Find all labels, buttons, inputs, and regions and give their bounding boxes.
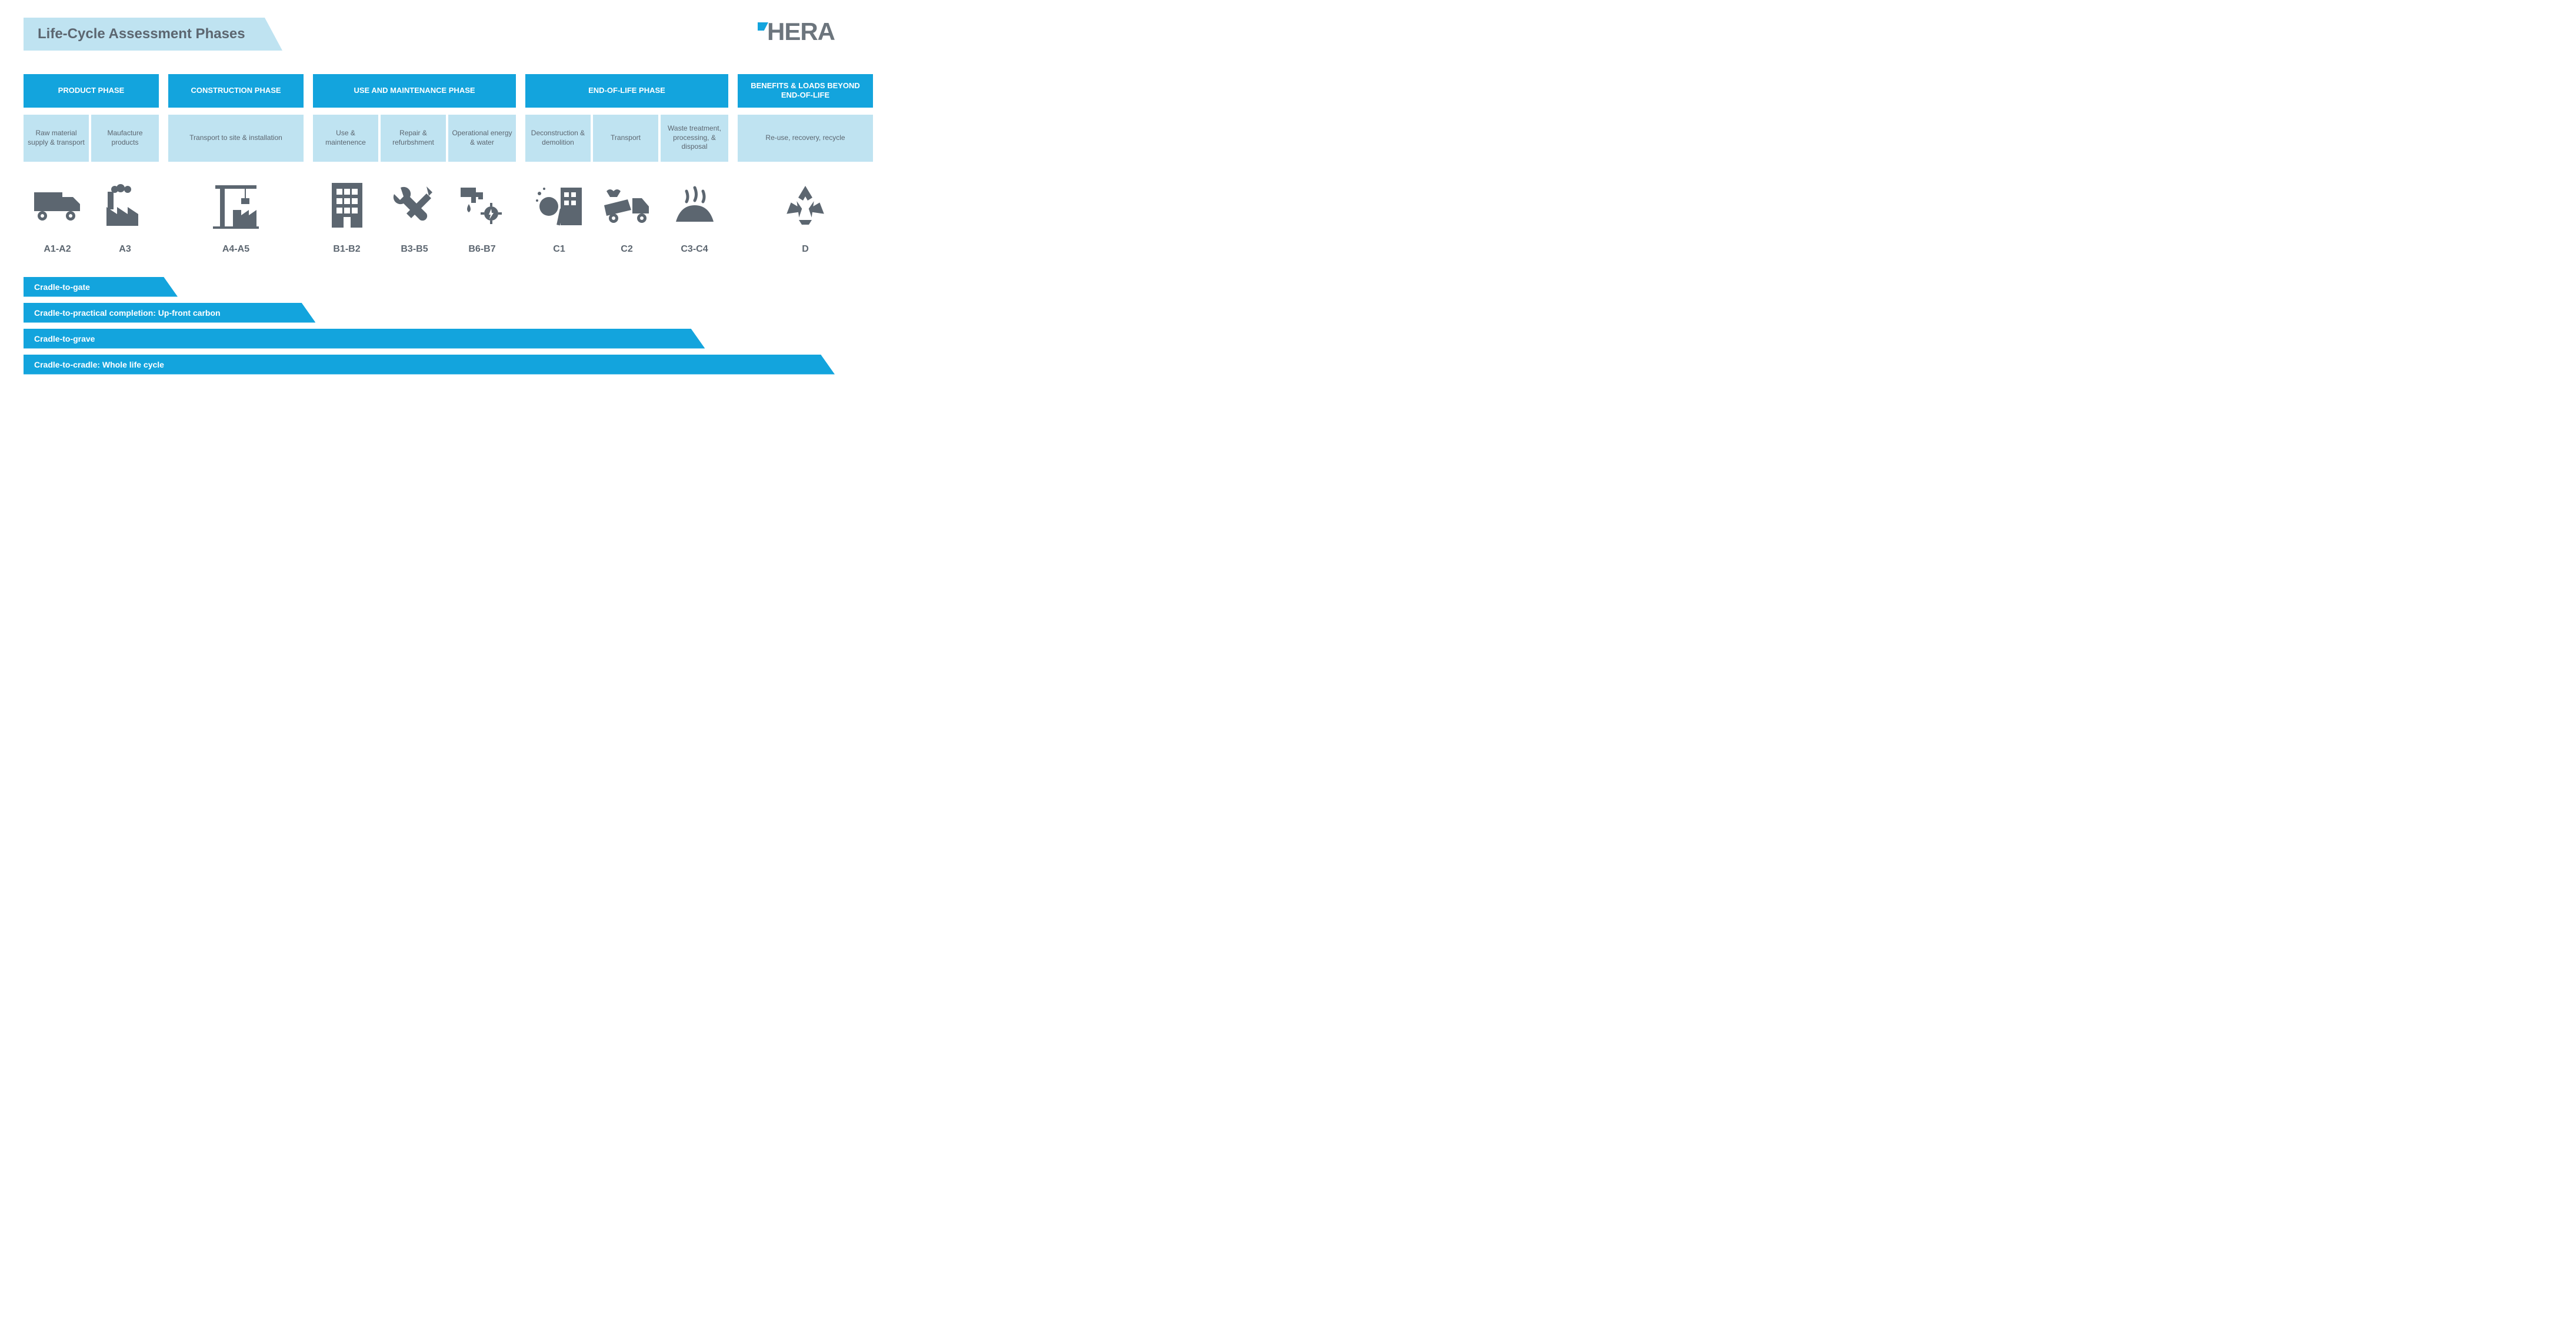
stage-code: C1: [525, 241, 593, 255]
phases-grid: PRODUCT PHASE CONSTRUCTION PHASE USE AND…: [24, 74, 835, 255]
phase-header: BENEFITS & LOADS BEYOND END-OF-LIFE: [738, 74, 873, 108]
stage-desc: Waste treatment, processing, & disposal: [661, 115, 728, 162]
stage-desc: Re-use, recovery, recycle: [738, 115, 873, 162]
stage-desc: Deconstruction & demolition: [525, 115, 591, 162]
stage-desc: Repair & refurbshment: [381, 115, 446, 162]
scope-bar: Cradle-to-gate: [24, 277, 178, 297]
stage-desc: Raw material supply & transport: [24, 115, 89, 162]
stage-code: D: [738, 241, 873, 255]
tools-icon: [381, 170, 448, 241]
logo-text: HERA: [767, 18, 835, 46]
phase-header: CONSTRUCTION PHASE: [168, 74, 304, 108]
demolish-icon: [525, 170, 593, 241]
stage-code: C3-C4: [661, 241, 728, 255]
crane-icon: [168, 170, 304, 241]
dumptruck-icon: [593, 170, 661, 241]
header-row: Life-Cycle Assessment Phases HERA: [24, 18, 835, 51]
scope-bar: Cradle-to-cradle: Whole life cycle: [24, 355, 835, 375]
factory-icon: [91, 170, 159, 241]
scope-bar: Cradle-to-grave: [24, 329, 705, 349]
phase-header: PRODUCT PHASE: [24, 74, 159, 108]
stage-code: B3-B5: [381, 241, 448, 255]
stage-desc: Transport to site & installation: [168, 115, 304, 162]
scope-bar: Cradle-to-practical completion: Up-front…: [24, 303, 315, 323]
scope-bars: Cradle-to-gate Cradle-to-practical compl…: [24, 277, 835, 375]
building-icon: [313, 170, 381, 241]
phase-header: END-OF-LIFE PHASE: [525, 74, 728, 108]
stage-desc: Transport: [593, 115, 658, 162]
truck-icon: [24, 170, 91, 241]
stage-code: A1-A2: [24, 241, 91, 255]
stage-code: A3: [91, 241, 159, 255]
page-title: Life-Cycle Assessment Phases: [24, 18, 282, 51]
stage-desc: Use & maintenence: [313, 115, 378, 162]
energy-water-icon: [448, 170, 516, 241]
stage-code: C2: [593, 241, 661, 255]
stage-code: A4-A5: [168, 241, 304, 255]
logo: HERA: [758, 18, 835, 46]
stage-code: B6-B7: [448, 241, 516, 255]
stage-code: B1-B2: [313, 241, 381, 255]
stage-desc: Maufacture products: [91, 115, 159, 162]
recycle-icon: [738, 170, 873, 241]
phase-header: USE AND MAINTENANCE PHASE: [313, 74, 516, 108]
stage-desc: Operational energy & water: [448, 115, 516, 162]
waste-icon: [661, 170, 728, 241]
